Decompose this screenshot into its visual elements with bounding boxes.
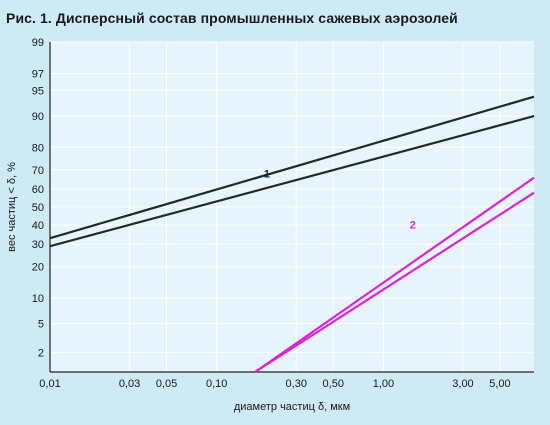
y-tick-label: 70 — [32, 165, 44, 177]
y-tick-label: 90 — [32, 111, 44, 123]
chart-title: Рис. 1. Дисперсный состав промышленных с… — [6, 10, 458, 26]
x-tick-labels: 0,01 0,03 0,05 0,10 0,30 0,50 1,00 3,00 5,00 — [39, 378, 510, 390]
series-2-label: 2 — [410, 220, 416, 232]
y-tick-label: 50 — [32, 202, 44, 214]
x-tick-label: 0,30 — [286, 378, 307, 390]
x-tick-label: 0,03 — [119, 378, 140, 390]
series-labels: 12 — [264, 169, 416, 232]
series-1-label: 1 — [264, 169, 270, 181]
series-2-line-2 — [254, 191, 535, 373]
y-tick-label: 20 — [32, 262, 44, 274]
x-tick-label: 0,10 — [206, 378, 227, 390]
y-tick-label: 30 — [32, 239, 44, 251]
y-tick-labels: 2 5 10 20 30 40 50 60 70 80 90 95 97 99 — [32, 37, 44, 360]
y-gridlines — [50, 41, 534, 354]
x-tick-label: 5,00 — [489, 378, 510, 390]
x-axis-label: диаметр частиц δ, мкм — [234, 401, 350, 413]
y-tick-label: 99 — [32, 37, 44, 49]
y-tick-label: 95 — [32, 85, 44, 97]
series-lines — [49, 95, 535, 373]
x-tick-label: 0,50 — [323, 378, 344, 390]
y-tick-label: 10 — [32, 293, 44, 305]
y-tick-label: 5 — [38, 319, 44, 331]
x-tick-label: 0,05 — [156, 378, 177, 390]
y-tick-label: 60 — [32, 184, 44, 196]
y-tick-label: 80 — [32, 142, 44, 154]
y-axis-label: вес частиц < δ, % — [6, 162, 18, 252]
x-tick-label: 0,01 — [39, 378, 60, 390]
y-tick-label: 40 — [32, 220, 44, 232]
series-2-line-1 — [254, 176, 535, 373]
x-tick-label: 3,00 — [452, 378, 473, 390]
series-1-line-1 — [49, 95, 535, 240]
y-tick-label: 97 — [32, 69, 44, 81]
y-tick-label: 2 — [38, 348, 44, 360]
x-tick-label: 1,00 — [373, 378, 394, 390]
series-1-line-2 — [49, 115, 535, 248]
